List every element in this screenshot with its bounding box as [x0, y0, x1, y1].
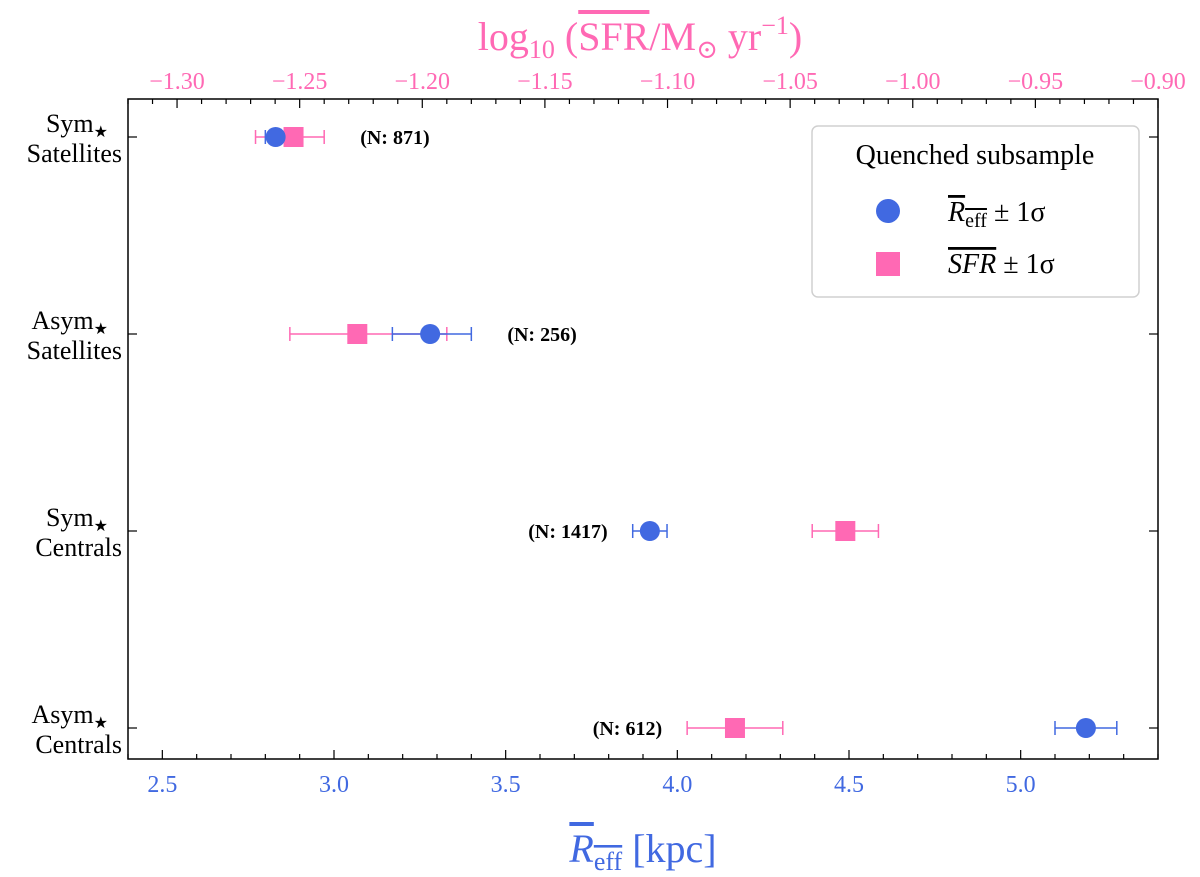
bottom-axis-title: Reff [kpc]	[568, 826, 716, 876]
bottom-tick-label: 2.5	[147, 772, 177, 798]
category-label-line2: Centrals	[35, 730, 122, 759]
reff-point	[639, 521, 660, 541]
legend-entry-reff: Reff ± 1σ	[947, 197, 1045, 232]
sfr-point	[283, 127, 304, 147]
reff-point	[1075, 718, 1096, 738]
top-tick-label: −1.15	[517, 69, 573, 95]
sfr-point	[835, 521, 856, 541]
bottom-tick-label: 5.0	[1006, 772, 1036, 798]
top-tick-label: −1.20	[395, 69, 451, 95]
count-label: (N: 612)	[593, 718, 662, 740]
bottom-tick-label: 4.0	[662, 772, 692, 798]
sfr-point	[347, 324, 368, 344]
reff-point	[265, 127, 286, 147]
top-tick-label: −0.95	[1008, 69, 1064, 95]
bottom-tick-label: 4.5	[834, 772, 864, 798]
top-tick-label: −0.90	[1130, 69, 1186, 95]
legend-title: Quenched subsample	[856, 140, 1095, 171]
top-tick-label: −1.30	[149, 69, 205, 95]
category-label-line2: Satellites	[27, 336, 122, 365]
top-tick-label: −1.10	[640, 69, 696, 95]
category-label-line2: Satellites	[27, 139, 122, 168]
legend-circle-marker	[876, 199, 900, 223]
legend: Quenched subsample Reff ± 1σ SFR ± 1σ	[811, 125, 1140, 298]
category-label-line1: Sym★	[46, 109, 108, 141]
legend-square-marker	[876, 252, 900, 276]
top-axis-title: log10 (SFR/M⊙ yr−1)	[478, 11, 802, 64]
top-tick-label: −1.00	[885, 69, 941, 95]
bottom-axis-ticks: 2.5 3.0 3.5 4.0 4.5 5.0	[127, 750, 1159, 798]
category-label-line1: Asym★	[32, 700, 108, 732]
data-markers	[265, 127, 1096, 738]
category-labels: Sym★SatellitesAsym★SatellitesSym★Central…	[27, 109, 122, 759]
legend-entry-sfr: SFR ± 1σ	[948, 249, 1055, 280]
count-label: (N: 1417)	[528, 521, 607, 543]
top-tick-label: −1.05	[762, 69, 818, 95]
top-axis-ticks: −1.30 −1.25 −1.20 −1.15 −1.10 −1.05 −1.00 −0.95…	[127, 69, 1186, 108]
sfr-point	[724, 718, 745, 738]
category-label-line1: Sym★	[46, 503, 108, 535]
count-labels: (N: 871) (N: 256) (N: 1417) (N: 612)	[360, 127, 662, 740]
count-label: (N: 256)	[507, 324, 576, 346]
category-label-line1: Asym★	[32, 306, 108, 338]
top-tick-label: −1.25	[272, 69, 328, 95]
category-label-line2: Centrals	[35, 533, 122, 562]
reff-point	[420, 324, 441, 344]
count-label: (N: 871)	[360, 127, 429, 149]
category-axis-ticks	[128, 136, 1158, 729]
top-axis-overline-sfr: SFR	[578, 14, 649, 59]
bottom-tick-label: 3.0	[319, 772, 349, 798]
bottom-tick-label: 3.5	[491, 772, 521, 798]
